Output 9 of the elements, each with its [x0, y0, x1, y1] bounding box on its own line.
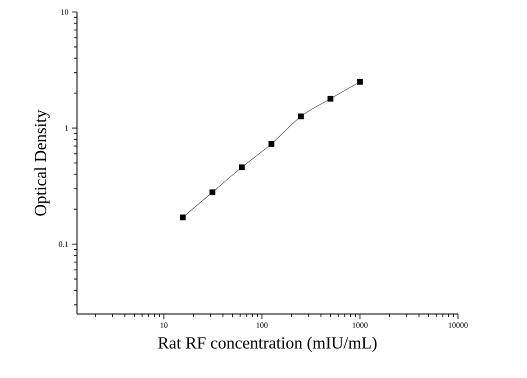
- point: [268, 141, 274, 147]
- y-axis-title: Optical Density: [34, 110, 50, 216]
- point: [239, 164, 245, 170]
- point: [328, 96, 334, 102]
- point: [357, 78, 363, 85]
- point: [209, 189, 216, 196]
- x-axis-title: Rat RF concentration (mIU/mL): [158, 336, 377, 352]
- point: [298, 114, 304, 120]
- point: [180, 214, 186, 220]
